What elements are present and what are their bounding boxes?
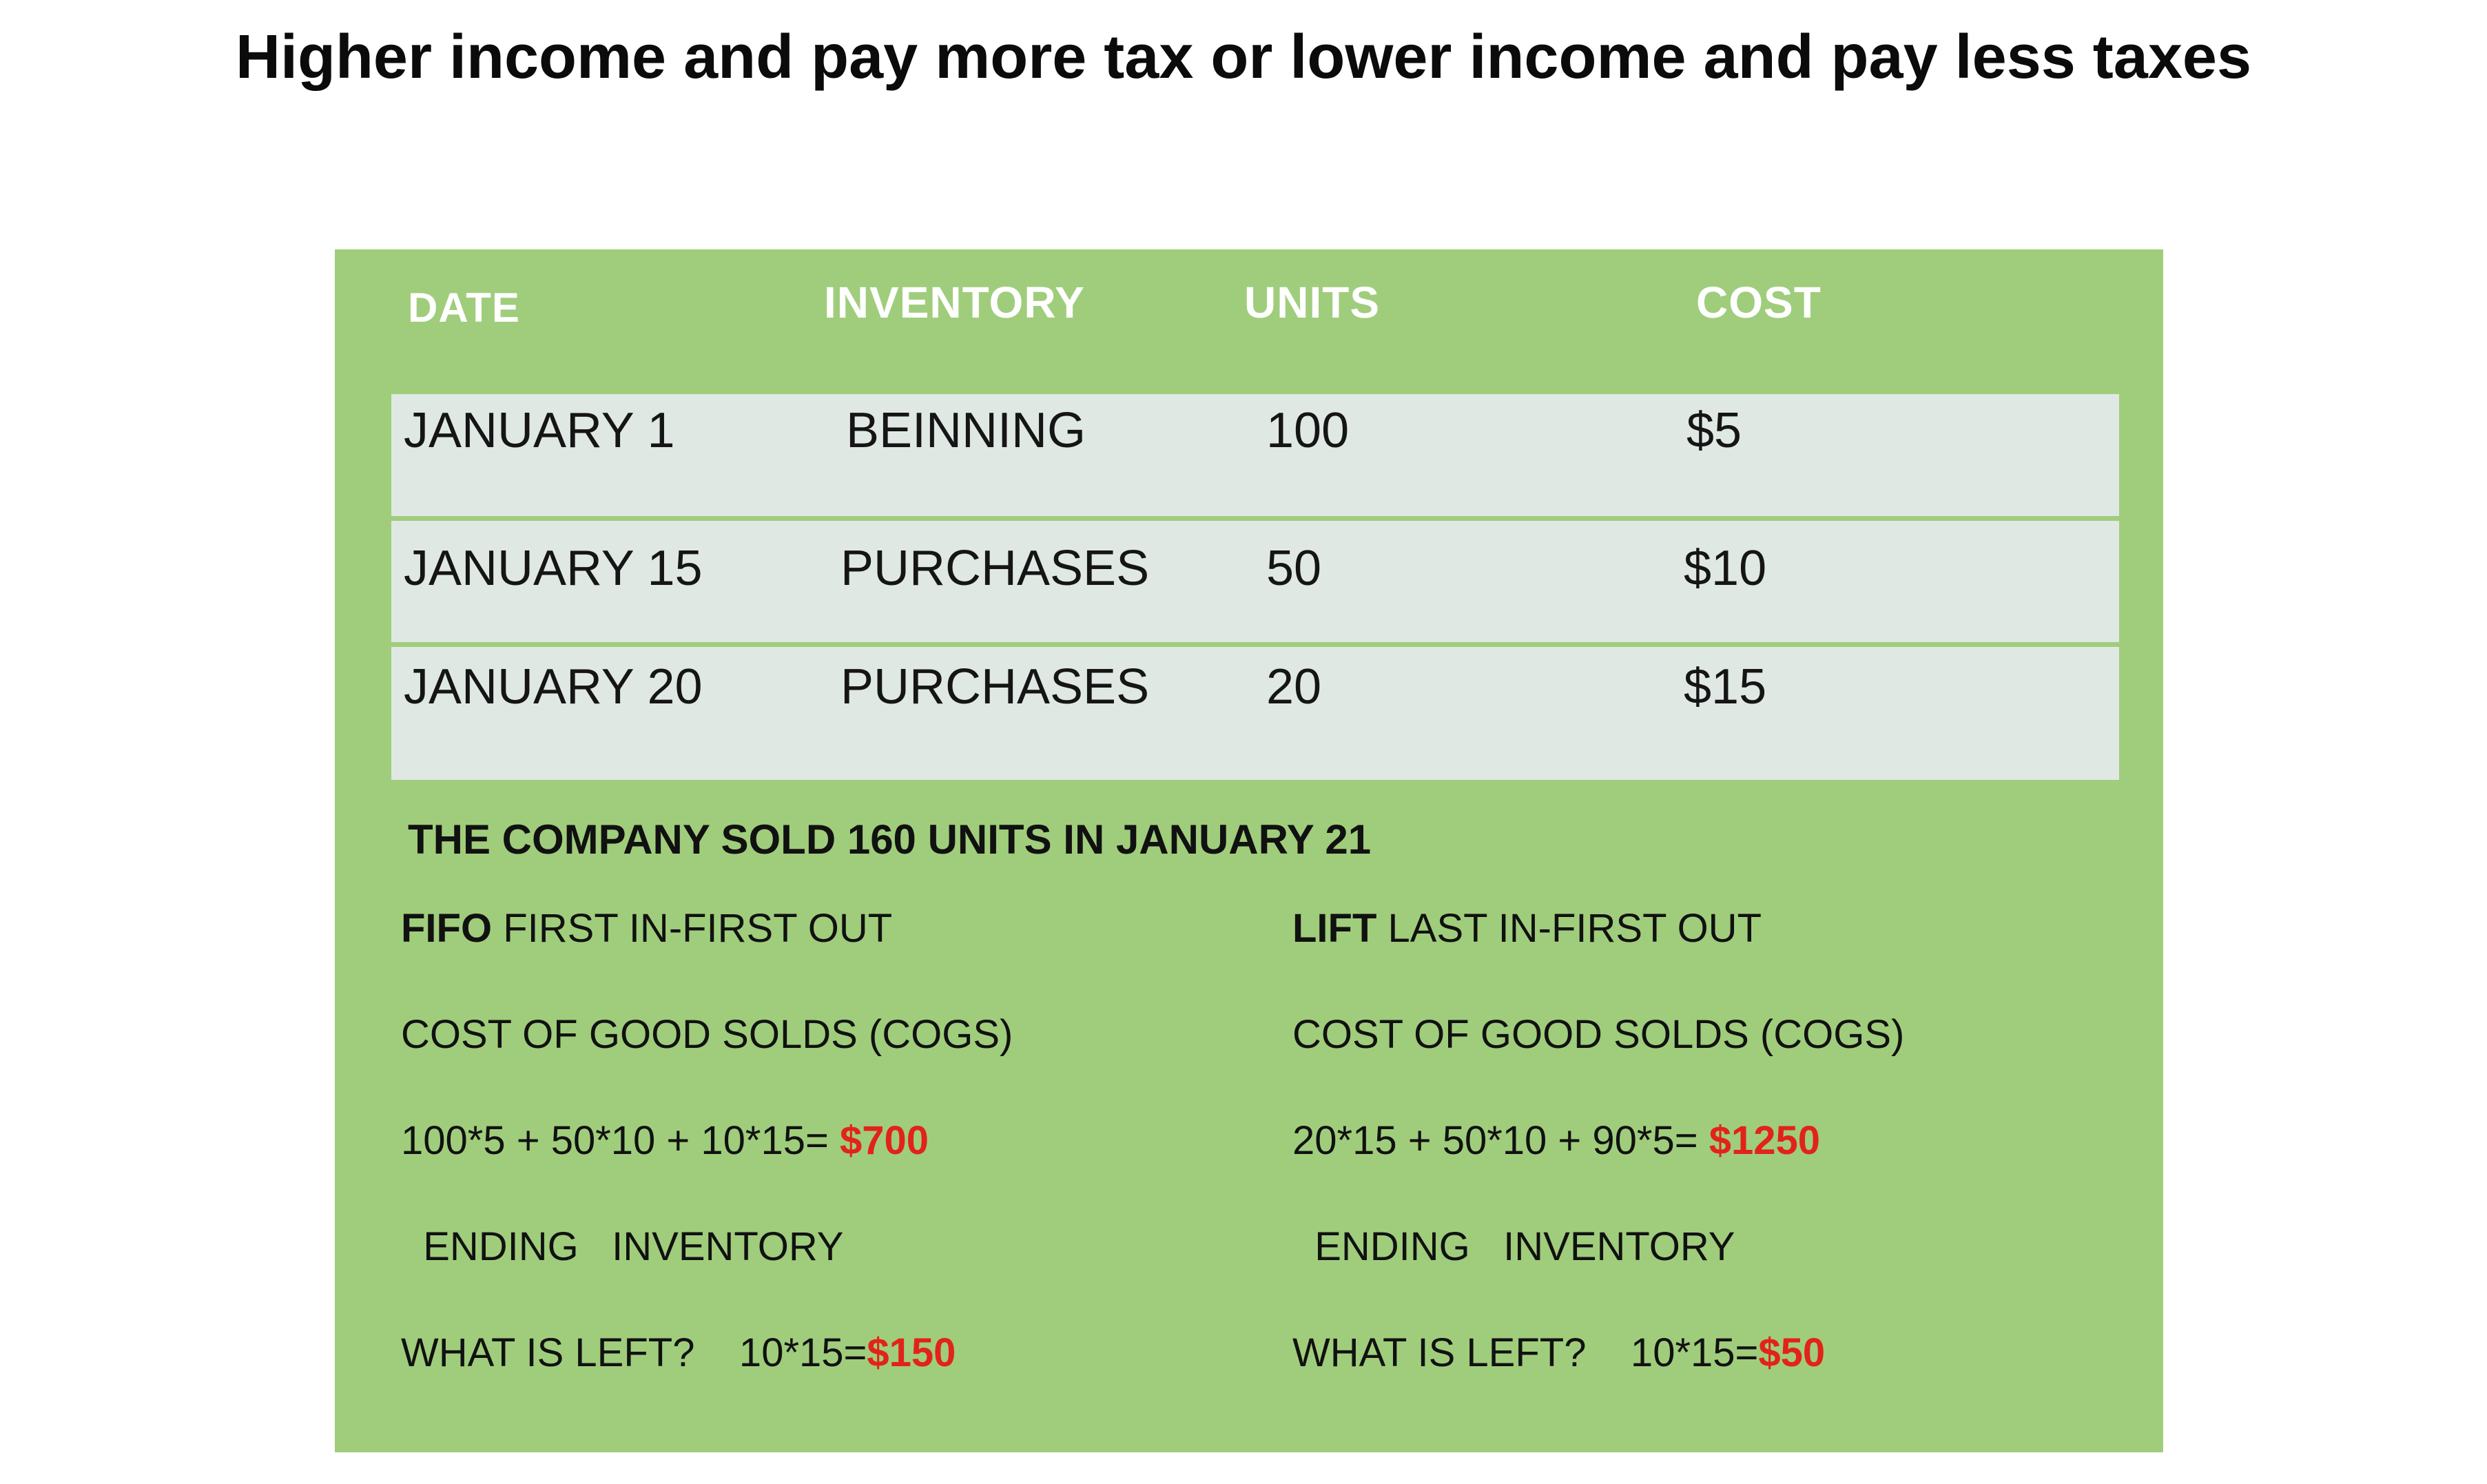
cell-inventory: BEINNING — [846, 403, 1086, 458]
fifo-left-result: $150 — [867, 1330, 956, 1375]
header-date: DATE — [408, 285, 520, 331]
cell-inventory: PURCHASES — [840, 659, 1150, 714]
fifo-name: FIRST IN-FIRST OUT — [492, 906, 893, 951]
lifo-heading: LIFT LAST IN-FIRST OUT — [1292, 905, 1762, 951]
fifo-left-line: WHAT IS LEFT? 10*15=$150 — [401, 1330, 956, 1376]
lifo-formula-text: 20*15 + 50*10 + 90*5= — [1292, 1118, 1698, 1163]
fifo-cogs-formula: 100*5 + 50*10 + 10*15= $700 — [401, 1117, 929, 1164]
lifo-cogs-result: $1250 — [1697, 1118, 1821, 1163]
lifo-cogs-formula: 20*15 + 50*10 + 90*5= $1250 — [1292, 1117, 1820, 1164]
panel-fill — [391, 780, 2119, 1028]
fifo-left-label: WHAT IS LEFT? 10*15= — [401, 1330, 867, 1375]
lifo-left-line: WHAT IS LEFT? 10*15=$50 — [1292, 1330, 1825, 1376]
cell-date: JANUARY 15 — [404, 541, 703, 596]
lifo-left-label: WHAT IS LEFT? 10*15= — [1292, 1330, 1759, 1375]
header-cost: COST — [1696, 278, 1822, 327]
cell-units: 50 — [1266, 541, 1322, 596]
fifo-cogs-label: COST OF GOOD SOLDS (COGS) — [401, 1012, 1013, 1057]
row-divider — [391, 516, 2119, 521]
cell-date: JANUARY 1 — [404, 403, 675, 458]
lifo-name: LAST IN-FIRST OUT — [1376, 906, 1762, 951]
fifo-formula-text: 100*5 + 50*10 + 10*15= — [401, 1118, 829, 1163]
fifo-ending-label: ENDING INVENTORY — [401, 1224, 844, 1269]
cell-cost: $5 — [1686, 403, 1742, 458]
cell-cost: $15 — [1684, 659, 1767, 714]
lifo-abbr: LIFT — [1292, 906, 1377, 951]
sold-note: THE COMPANY SOLD 160 UNITS IN JANUARY 21 — [408, 816, 1372, 863]
table-row: JANUARY 1 BEINNING 100 $5 — [391, 394, 2119, 518]
header-units: UNITS — [1244, 278, 1380, 327]
lifo-ending-label: ENDING INVENTORY — [1292, 1224, 1735, 1269]
fifo-abbr: FIFO — [401, 906, 493, 951]
cell-units: 20 — [1266, 659, 1322, 714]
cell-inventory: PURCHASES — [840, 541, 1150, 596]
inventory-panel: DATE INVENTORY UNITS COST JANUARY 1 BEIN… — [335, 249, 2163, 1452]
row-divider — [391, 642, 2119, 647]
cell-cost: $10 — [1684, 541, 1767, 596]
cell-date: JANUARY 20 — [404, 659, 703, 714]
lifo-cogs-label: COST OF GOOD SOLDS (COGS) — [1292, 1012, 1905, 1057]
fifo-cogs-result: $700 — [828, 1118, 929, 1163]
table-row: JANUARY 15 PURCHASES 50 $10 — [391, 518, 2119, 642]
lifo-left-result: $50 — [1758, 1330, 1826, 1375]
cell-units: 100 — [1266, 403, 1350, 458]
fifo-heading: FIFO FIRST IN-FIRST OUT — [401, 905, 892, 951]
page-title: Higher income and pay more tax or lower … — [235, 23, 2251, 92]
table-row: JANUARY 20 PURCHASES 20 $15 — [391, 643, 2119, 767]
header-inventory: INVENTORY — [824, 278, 1085, 327]
